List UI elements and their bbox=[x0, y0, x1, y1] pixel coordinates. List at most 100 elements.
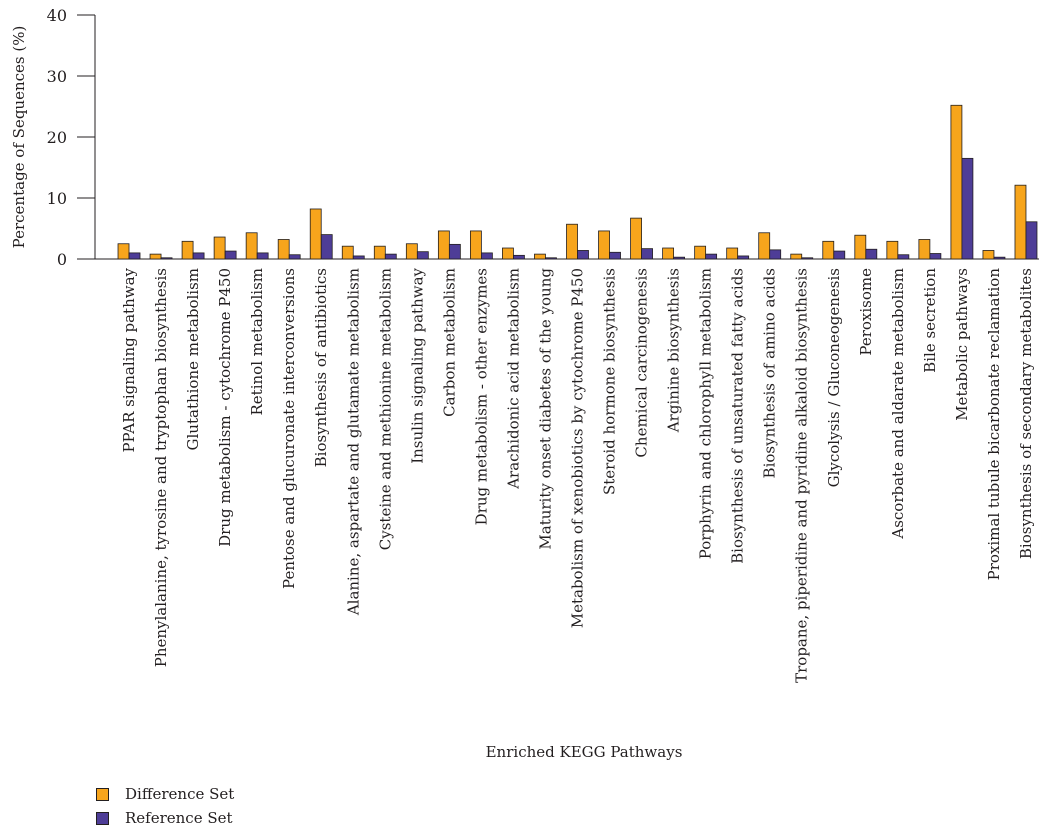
bar-reference-set bbox=[545, 257, 557, 260]
x-tick-label: Porphyrin and chlorophyll metabolism bbox=[697, 268, 715, 559]
bar-difference-set bbox=[982, 250, 995, 260]
x-tick-label: Phenylalanine, tyrosine and tryptophan b… bbox=[152, 268, 170, 667]
bar-difference-set bbox=[502, 247, 514, 260]
bar-difference-set bbox=[245, 232, 258, 260]
x-tick-label: Glutathione metabolism bbox=[184, 268, 202, 450]
bar-reference-set bbox=[673, 256, 686, 260]
bar-difference-set bbox=[822, 240, 835, 260]
x-tick-label: Chemical carcinogenesis bbox=[633, 268, 651, 458]
bar-reference-set bbox=[256, 252, 269, 260]
bar-reference-set bbox=[160, 257, 173, 260]
x-tick-label: Metabolic pathways bbox=[953, 268, 971, 421]
bar-reference-set bbox=[480, 252, 493, 260]
bar-reference-set bbox=[705, 253, 718, 260]
bar-chart: 0 10 20 30 40 PPAR signaling pathway Phenylal… bbox=[10, 6, 1039, 761]
bar-difference-set bbox=[534, 253, 546, 260]
legend: Difference Set Reference Set bbox=[96, 782, 234, 830]
bar-reference-set bbox=[993, 256, 1006, 260]
x-tick-label: Peroxisome bbox=[857, 268, 875, 356]
x-tick-label: Bile secretion bbox=[921, 268, 939, 373]
bar-difference-set bbox=[277, 239, 290, 260]
legend-label-difference: Difference Set bbox=[125, 785, 235, 803]
x-tick-label: PPAR signaling pathway bbox=[120, 267, 138, 452]
x-tick-label: Biosynthesis of unsaturated fatty acids bbox=[729, 268, 747, 564]
bar-difference-set bbox=[790, 253, 803, 260]
bar-reference-set bbox=[961, 157, 974, 260]
y-tick-label: 30 bbox=[47, 67, 67, 86]
legend-item-reference-set: Reference Set bbox=[96, 806, 234, 830]
bar-reference-set bbox=[641, 248, 653, 260]
bar-difference-set bbox=[950, 104, 963, 260]
bar-difference-set bbox=[309, 208, 322, 260]
x-tick-label: Retinol metabolism bbox=[248, 268, 266, 415]
bar-difference-set bbox=[726, 247, 739, 260]
y-tick-label: 20 bbox=[47, 128, 67, 147]
bar-difference-set bbox=[758, 232, 771, 260]
bar-reference-set bbox=[384, 253, 397, 260]
bar-difference-set bbox=[181, 240, 194, 260]
x-tick-label: Arachidonic acid metabolism bbox=[504, 268, 522, 490]
bar-difference-set bbox=[117, 243, 130, 260]
bar-reference-set bbox=[609, 251, 621, 260]
bar-difference-set bbox=[566, 223, 578, 260]
legend-item-difference-set: Difference Set bbox=[96, 782, 234, 806]
y-tick-label: 40 bbox=[47, 6, 67, 25]
bar-difference-set bbox=[1014, 184, 1027, 260]
x-tick-label: Steroid hormone biosynthesis bbox=[601, 268, 619, 495]
bar-difference-set bbox=[469, 230, 482, 260]
x-tick-label: Cysteine and methionine metabolism bbox=[376, 268, 394, 550]
bar-reference-set bbox=[320, 234, 333, 260]
x-tick-label: Arginine biosynthesis bbox=[665, 268, 683, 433]
x-tick-label: Alanine, aspartate and glutamate metabol… bbox=[344, 268, 362, 616]
legend-label-reference: Reference Set bbox=[125, 809, 233, 827]
x-tick-label: Ascorbate and aldarate metabolism bbox=[889, 268, 907, 540]
x-tick-label: Proximal tubule bicarbonate reclamation bbox=[985, 268, 1003, 581]
x-tick-label: Pentose and glucuronate interconversions bbox=[280, 268, 298, 589]
x-tick-label: Glycolysis / Gluconeogenesis bbox=[825, 268, 843, 487]
y-axis: 0 10 20 30 40 bbox=[47, 6, 1039, 269]
x-tick-label: Tropane, piperidine and pyridine alkaloi… bbox=[793, 268, 811, 683]
bar-reference-set bbox=[288, 254, 301, 260]
bar-reference-set bbox=[192, 252, 205, 260]
bar-difference-set bbox=[213, 236, 226, 260]
bar-difference-set bbox=[854, 234, 867, 260]
x-tick-label: Maturity onset diabetes of the young bbox=[536, 268, 554, 550]
x-tick-label: Metabolism of xenobiotics by cytochrome … bbox=[569, 268, 587, 628]
bar-difference-set bbox=[598, 230, 610, 260]
bar-reference-set bbox=[929, 253, 942, 260]
bar-reference-set bbox=[128, 252, 141, 260]
bar-reference-set bbox=[448, 243, 461, 260]
x-tick-label: Biosynthesis of amino acids bbox=[761, 268, 779, 478]
bar-reference-set bbox=[513, 254, 525, 260]
x-tick-label: Insulin signaling pathway bbox=[408, 267, 426, 463]
x-tick-label: Drug metabolism - other enzymes bbox=[472, 268, 490, 525]
bar-difference-set bbox=[694, 245, 707, 260]
bar-reference-set bbox=[801, 257, 814, 260]
x-tick-label: Drug metabolism - cytochrome P450 bbox=[216, 268, 234, 547]
bar-reference-set bbox=[1025, 221, 1038, 260]
bar-difference-set bbox=[630, 217, 642, 260]
bar-reference-set bbox=[416, 251, 429, 260]
bar-reference-set bbox=[577, 250, 589, 260]
bar-difference-set bbox=[373, 245, 386, 260]
bar-reference-set bbox=[897, 254, 910, 260]
y-axis-label: Percentage of Sequences (%) bbox=[10, 26, 28, 249]
y-tick-label: 10 bbox=[47, 189, 67, 208]
bar-difference-set bbox=[149, 253, 162, 260]
y-tick-label: 0 bbox=[57, 250, 67, 269]
x-tick-label: Biosynthesis of antibiotics bbox=[312, 268, 330, 467]
bar-reference-set bbox=[833, 250, 846, 260]
bar-difference-set bbox=[405, 243, 418, 260]
bar-difference-set bbox=[341, 245, 354, 260]
bar-difference-set bbox=[918, 239, 931, 260]
legend-swatch-reference bbox=[96, 811, 109, 825]
x-tick-label: Biosynthesis of secondary metabolites bbox=[1017, 268, 1035, 559]
bar-reference-set bbox=[769, 249, 782, 260]
bar-difference-set bbox=[437, 230, 450, 260]
bar-difference-set bbox=[886, 240, 899, 260]
bar-reference-set bbox=[352, 255, 365, 260]
bar-reference-set bbox=[224, 250, 237, 260]
bar-reference-set bbox=[737, 255, 750, 260]
x-tick-label: Carbon metabolism bbox=[440, 268, 458, 417]
legend-swatch-difference bbox=[96, 787, 109, 801]
